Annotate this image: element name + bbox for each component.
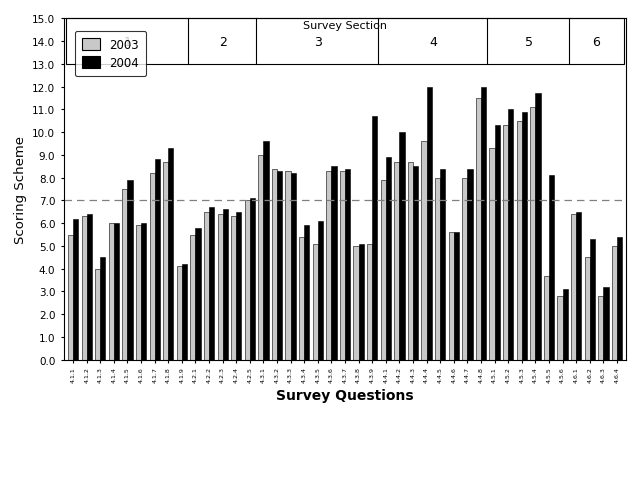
Bar xyxy=(440,169,445,360)
Bar xyxy=(122,190,127,360)
Bar xyxy=(263,142,268,360)
X-axis label: Survey Questions: Survey Questions xyxy=(276,388,414,402)
Bar xyxy=(612,246,617,360)
Bar xyxy=(372,117,377,360)
Bar xyxy=(481,87,486,360)
Bar xyxy=(223,210,228,360)
Bar xyxy=(544,276,549,360)
Text: 3: 3 xyxy=(314,36,322,48)
Bar xyxy=(299,237,304,360)
Bar xyxy=(291,174,296,360)
Bar xyxy=(557,296,563,360)
Bar xyxy=(576,212,581,360)
Text: 6: 6 xyxy=(593,36,600,48)
Bar xyxy=(571,215,576,360)
Bar xyxy=(386,158,391,360)
Bar xyxy=(177,267,182,360)
Bar xyxy=(413,167,418,360)
Bar xyxy=(516,121,522,360)
Bar xyxy=(399,133,404,360)
Bar xyxy=(359,244,364,360)
Bar xyxy=(617,237,622,360)
Bar xyxy=(340,171,345,360)
Bar xyxy=(204,212,209,360)
Bar xyxy=(367,244,372,360)
Bar xyxy=(604,288,609,360)
Bar xyxy=(381,180,386,360)
Bar xyxy=(408,162,413,360)
Bar xyxy=(326,171,331,360)
Bar xyxy=(256,19,380,65)
Bar xyxy=(454,233,459,360)
Bar xyxy=(331,167,336,360)
Bar xyxy=(66,19,190,65)
Bar xyxy=(195,228,200,360)
Bar xyxy=(394,162,399,360)
Bar xyxy=(73,219,78,360)
Bar xyxy=(378,19,488,65)
Bar xyxy=(467,169,473,360)
Bar xyxy=(218,215,223,360)
Bar xyxy=(476,99,481,360)
Bar xyxy=(245,201,250,360)
Text: Survey Section: Survey Section xyxy=(303,21,387,31)
Bar xyxy=(127,180,133,360)
Bar xyxy=(272,169,277,360)
Bar xyxy=(563,289,568,360)
Bar xyxy=(277,171,282,360)
Text: 1: 1 xyxy=(123,36,132,48)
Bar xyxy=(163,162,169,360)
Bar xyxy=(236,212,242,360)
Bar xyxy=(598,296,604,360)
Bar xyxy=(258,156,263,360)
Bar xyxy=(100,258,106,360)
Bar xyxy=(149,174,155,360)
Bar xyxy=(141,224,146,360)
Bar xyxy=(109,224,114,360)
Bar xyxy=(522,112,527,360)
Bar xyxy=(209,208,214,360)
Bar xyxy=(448,233,454,360)
Bar xyxy=(422,142,427,360)
Y-axis label: Scoring Scheme: Scoring Scheme xyxy=(13,136,27,243)
Bar xyxy=(81,217,86,360)
Bar xyxy=(530,108,536,360)
Bar xyxy=(313,244,318,360)
Bar xyxy=(495,126,500,360)
Text: 2: 2 xyxy=(219,36,226,48)
Bar xyxy=(68,235,73,360)
Bar xyxy=(508,110,513,360)
Bar xyxy=(590,240,595,360)
Text: 5: 5 xyxy=(525,36,532,48)
Bar xyxy=(549,176,554,360)
Bar xyxy=(462,178,467,360)
Bar xyxy=(318,221,323,360)
Bar xyxy=(354,246,359,360)
Bar xyxy=(188,19,257,65)
Bar xyxy=(86,215,92,360)
Bar xyxy=(345,169,350,360)
Bar xyxy=(435,178,440,360)
Bar xyxy=(182,264,187,360)
Bar xyxy=(503,126,508,360)
Bar xyxy=(487,19,570,65)
Bar xyxy=(114,224,119,360)
Bar xyxy=(169,149,174,360)
Bar xyxy=(584,258,590,360)
Bar xyxy=(536,94,541,360)
Text: 4: 4 xyxy=(429,36,438,48)
Bar xyxy=(427,87,432,360)
Bar xyxy=(155,160,160,360)
Bar xyxy=(490,149,495,360)
Bar xyxy=(250,199,255,360)
Bar xyxy=(231,217,236,360)
Bar xyxy=(286,171,291,360)
Legend: 2003, 2004: 2003, 2004 xyxy=(75,32,146,77)
Bar xyxy=(136,226,141,360)
Bar xyxy=(569,19,625,65)
Bar xyxy=(95,269,100,360)
Bar xyxy=(304,226,309,360)
Bar xyxy=(190,235,195,360)
